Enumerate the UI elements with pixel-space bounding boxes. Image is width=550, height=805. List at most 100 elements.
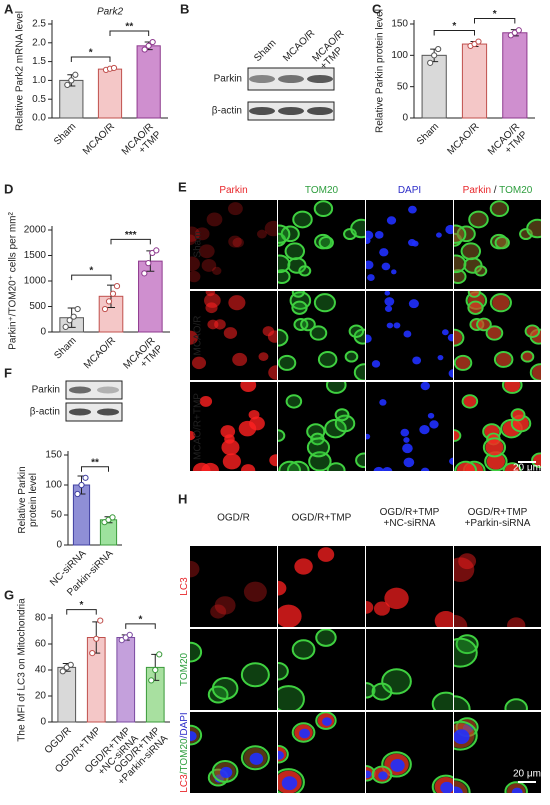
cell-red	[190, 234, 197, 246]
data-point	[97, 617, 104, 624]
data-point	[145, 42, 152, 49]
blot-row-label: Parkin	[214, 74, 242, 85]
cell-red	[205, 291, 216, 297]
blot-band	[307, 75, 333, 83]
cell-blue	[445, 224, 453, 235]
cell-green	[454, 695, 471, 710]
cell-red	[476, 266, 486, 275]
significance-label: **	[125, 22, 133, 33]
significance-label: *	[89, 48, 93, 59]
cell-red	[454, 430, 460, 441]
cell-blue	[403, 437, 410, 443]
panel-letter: H	[178, 491, 187, 506]
cell-green	[454, 269, 467, 285]
micrograph	[278, 200, 365, 289]
cell-green	[454, 637, 478, 668]
cell-blue	[427, 412, 435, 419]
cell-green	[278, 254, 291, 274]
micrograph	[278, 629, 365, 710]
x-tick-label: MCAO/R	[81, 121, 117, 157]
y-tick-label: 80	[35, 613, 47, 624]
micrograph	[190, 382, 277, 471]
bar	[97, 68, 123, 119]
cell-red	[504, 382, 521, 393]
cell-red	[373, 601, 390, 616]
cell-green	[278, 354, 297, 371]
micrograph	[190, 200, 277, 289]
y-tick-label: 100	[391, 50, 408, 61]
y-tick-label: 50	[397, 81, 409, 92]
cell-red	[528, 220, 541, 237]
cell-blue	[190, 731, 197, 742]
cell-blue	[402, 443, 413, 454]
cell-red	[486, 453, 505, 470]
y-tick-label: 0	[402, 113, 408, 124]
y-tick-label: 20	[35, 691, 47, 702]
cell-red	[199, 395, 213, 407]
cell-green	[300, 317, 316, 332]
label: Parkin	[219, 185, 247, 196]
bar	[421, 54, 447, 119]
data-point	[101, 305, 109, 313]
micrograph-bg	[366, 382, 453, 471]
cell-red	[496, 237, 508, 248]
cell-blue	[366, 770, 372, 779]
cell-blue	[278, 750, 284, 760]
cell-red	[533, 454, 541, 467]
blot-band	[249, 107, 275, 115]
y-tick-label: 500	[29, 301, 46, 312]
cell-green	[334, 408, 350, 422]
cell-green	[285, 394, 303, 409]
micrograph	[278, 382, 365, 471]
cell-green	[494, 235, 510, 250]
data-point	[152, 666, 159, 674]
y-tick-label: 150	[391, 19, 408, 30]
cell-blue	[366, 334, 372, 343]
y-tick-label: 2.0	[32, 37, 46, 48]
data-point	[156, 651, 163, 658]
y-tick-label: 2000	[24, 225, 47, 236]
cell-blue	[403, 457, 415, 468]
cell-red	[454, 557, 475, 582]
cell-red	[278, 580, 287, 596]
cell-red	[278, 604, 302, 627]
y-tick-label: 0	[40, 717, 46, 728]
cell-blue	[384, 297, 395, 306]
data-point	[110, 64, 118, 72]
scale-bar-label: 20 μm	[513, 769, 541, 780]
cell-blue	[441, 329, 449, 336]
data-point	[148, 677, 155, 684]
cell-red	[455, 356, 471, 370]
cell-red	[228, 295, 246, 311]
data-point	[141, 46, 148, 53]
cell-red	[492, 202, 507, 216]
label: DAPI	[398, 185, 421, 196]
data-point	[427, 59, 434, 66]
significance-bracket	[125, 623, 156, 629]
cell-blue	[400, 428, 410, 437]
cell-green	[348, 324, 365, 338]
cell-green	[315, 629, 337, 647]
label-part: /TOM20	[179, 738, 190, 774]
cell-red	[240, 464, 256, 471]
cell-red	[469, 291, 480, 297]
cell-green	[298, 265, 312, 277]
x-tick-label: Sham	[415, 121, 441, 147]
cell-red	[206, 212, 223, 227]
data-point	[515, 27, 522, 34]
cell-green	[431, 691, 453, 710]
cell-red	[269, 454, 277, 467]
significance-bracket	[81, 466, 109, 472]
significance-label: *	[80, 600, 84, 611]
cell-red	[384, 587, 409, 610]
scale-bar-label: 20 μm	[513, 463, 541, 474]
micrograph-bg	[366, 629, 453, 710]
cell-blue	[299, 728, 310, 739]
row-label: MCAO/R	[193, 316, 204, 356]
data-point	[145, 260, 152, 267]
data-point	[82, 474, 89, 481]
cell-red	[478, 319, 490, 330]
cell-green	[318, 235, 334, 250]
